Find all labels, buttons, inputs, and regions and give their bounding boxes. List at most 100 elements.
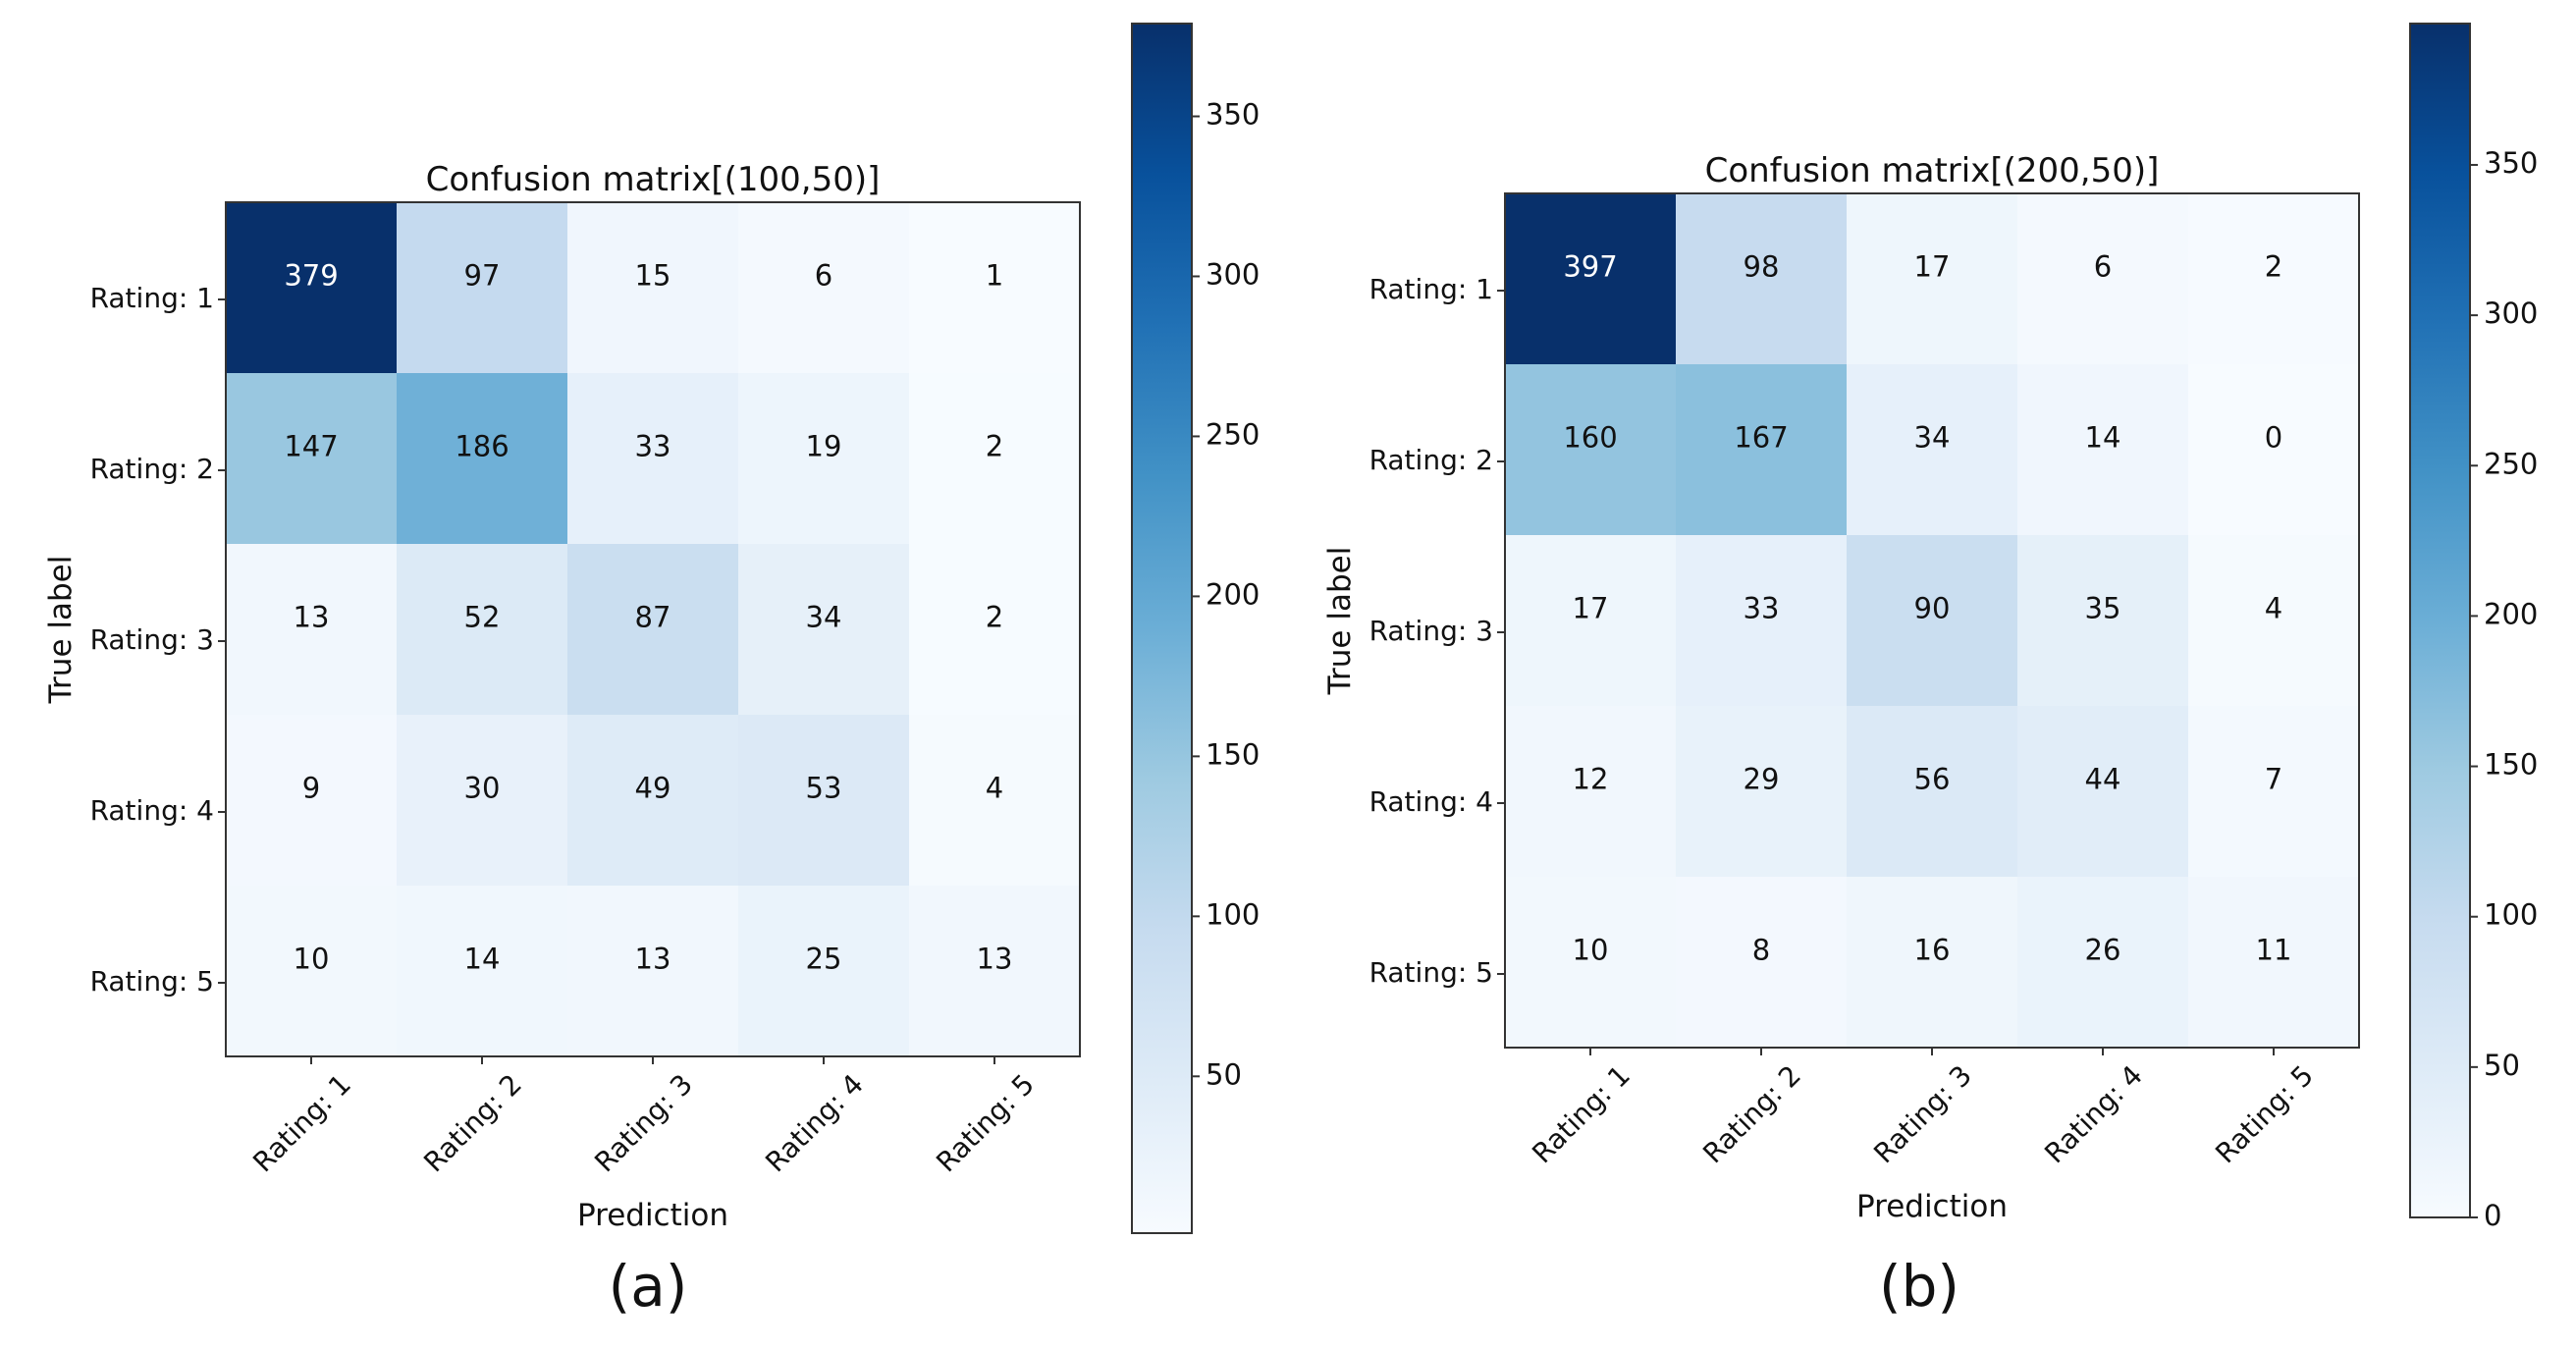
cell-value: 13 — [635, 943, 671, 976]
y-tick-label: Rating: 4 — [1369, 785, 1493, 818]
matrix-cell — [2188, 364, 2360, 536]
matrix-cell — [1505, 535, 1677, 707]
cell-value: 15 — [635, 259, 671, 293]
matrix-cell — [1847, 706, 2018, 878]
matrix-cell — [2017, 364, 2189, 536]
cell-value: 44 — [2085, 763, 2121, 796]
cell-value: 16 — [1914, 934, 1951, 967]
x-tick-label: Rating: 1 — [1526, 1059, 1637, 1170]
colorbar-tick-label: 0 — [2484, 1199, 2501, 1232]
y-axis-label: True label — [43, 556, 79, 705]
colorbar — [1131, 23, 1193, 1234]
cell-value: 14 — [2085, 421, 2121, 455]
cell-value: 397 — [1563, 250, 1617, 284]
colorbar-tick-label: 350 — [1206, 98, 1260, 132]
subfigure-label: (a) — [609, 1253, 688, 1320]
matrix-cell — [397, 202, 568, 374]
subfigure-label: (b) — [1879, 1253, 1959, 1320]
matrix-cell — [1847, 193, 2018, 365]
y-tick-label: Rating: 2 — [90, 453, 214, 485]
y-tick-label: Rating: 5 — [90, 965, 214, 998]
cell-value: 30 — [464, 772, 501, 805]
cell-value: 4 — [2265, 592, 2282, 625]
matrix-cell — [738, 202, 910, 374]
y-tick-label: Rating: 3 — [90, 623, 214, 656]
matrix-cell — [1676, 364, 1848, 536]
matrix-cell — [567, 886, 739, 1057]
x-tick-label: Rating: 3 — [588, 1068, 699, 1179]
colorbar-tick-label: 250 — [2484, 447, 2538, 480]
matrix-cell — [1847, 877, 2018, 1049]
y-tick-label: Rating: 5 — [1369, 956, 1493, 989]
matrix-cell — [397, 886, 568, 1057]
cell-value: 53 — [806, 772, 842, 805]
cell-value: 6 — [2094, 250, 2112, 284]
cell-value: 34 — [1914, 421, 1951, 455]
cell-value: 8 — [1752, 934, 1770, 967]
cell-value: 87 — [635, 601, 671, 634]
x-tick-label: Rating: 4 — [2038, 1059, 2149, 1170]
matrix-cell — [567, 373, 739, 545]
cell-value: 9 — [302, 772, 320, 805]
cell-value: 14 — [464, 943, 501, 976]
y-tick-label: Rating: 1 — [1369, 273, 1493, 305]
cell-value: 10 — [1573, 934, 1609, 967]
colorbar-tick-label: 350 — [2484, 146, 2538, 180]
cell-value: 13 — [294, 601, 330, 634]
x-tick-label: Rating: 5 — [2209, 1059, 2320, 1170]
x-axis-label: Prediction — [1856, 1189, 2008, 1224]
x-tick-label: Rating: 5 — [930, 1068, 1041, 1179]
cell-value: 0 — [2265, 421, 2282, 455]
cell-value: 56 — [1914, 763, 1951, 796]
cell-value: 4 — [986, 772, 1003, 805]
cell-value: 52 — [464, 601, 501, 634]
matrix-cell — [738, 373, 910, 545]
colorbar-tick-label: 100 — [1206, 897, 1260, 931]
cell-value: 35 — [2085, 592, 2121, 625]
cell-value: 186 — [455, 430, 509, 463]
confusion-matrix-a: 379 97 15 6 1 147 186 33 19 2 13 52 87 34 2 9 30 49 53 4 10 1… — [43, 23, 1260, 1320]
cell-value: 13 — [977, 943, 1013, 976]
matrix-cell — [567, 202, 739, 374]
cell-value: 19 — [806, 430, 842, 463]
matrix-cell — [226, 202, 398, 374]
matrix-cell — [226, 715, 398, 887]
matrix-cell — [397, 544, 568, 716]
cell-value: 90 — [1914, 592, 1951, 625]
cell-value: 2 — [2265, 250, 2282, 284]
matrix-cell — [909, 715, 1081, 887]
matrix-cell — [1676, 706, 1848, 878]
chart-title: Confusion matrix[(200,50)] — [1705, 151, 2160, 190]
y-tick-label: Rating: 1 — [90, 282, 214, 314]
cell-value: 11 — [2256, 934, 2292, 967]
cell-value: 33 — [635, 430, 671, 463]
matrix-cell — [1676, 535, 1848, 707]
x-tick-label: Rating: 2 — [1696, 1059, 1807, 1170]
matrix-cell — [738, 544, 910, 716]
matrix-cell — [226, 886, 398, 1057]
colorbar-tick-label: 250 — [1206, 417, 1260, 451]
matrix-cell — [1676, 877, 1848, 1049]
y-tick-label: Rating: 2 — [1369, 444, 1493, 476]
cell-value: 379 — [284, 259, 338, 293]
colorbar-tick-label: 150 — [1206, 737, 1260, 771]
colorbar-tick-label: 200 — [1206, 577, 1260, 611]
cell-value: 1 — [986, 259, 1003, 293]
colorbar-tick-label: 300 — [1206, 257, 1260, 291]
matrix-cell — [1847, 535, 2018, 707]
cell-value: 34 — [806, 601, 842, 634]
matrix-cell — [909, 202, 1081, 374]
cell-value: 97 — [464, 259, 501, 293]
cell-value: 17 — [1573, 592, 1609, 625]
x-axis-label: Prediction — [577, 1198, 728, 1233]
matrix-cell — [2017, 877, 2189, 1049]
matrix-cell — [2017, 535, 2189, 707]
matrix-cell — [1505, 193, 1677, 365]
matrix-cell — [1505, 706, 1677, 878]
y-tick-label: Rating: 4 — [90, 794, 214, 827]
matrix-cell — [2188, 706, 2360, 878]
colorbar-tick-label: 50 — [1206, 1057, 1242, 1091]
cell-value: 25 — [806, 943, 842, 976]
